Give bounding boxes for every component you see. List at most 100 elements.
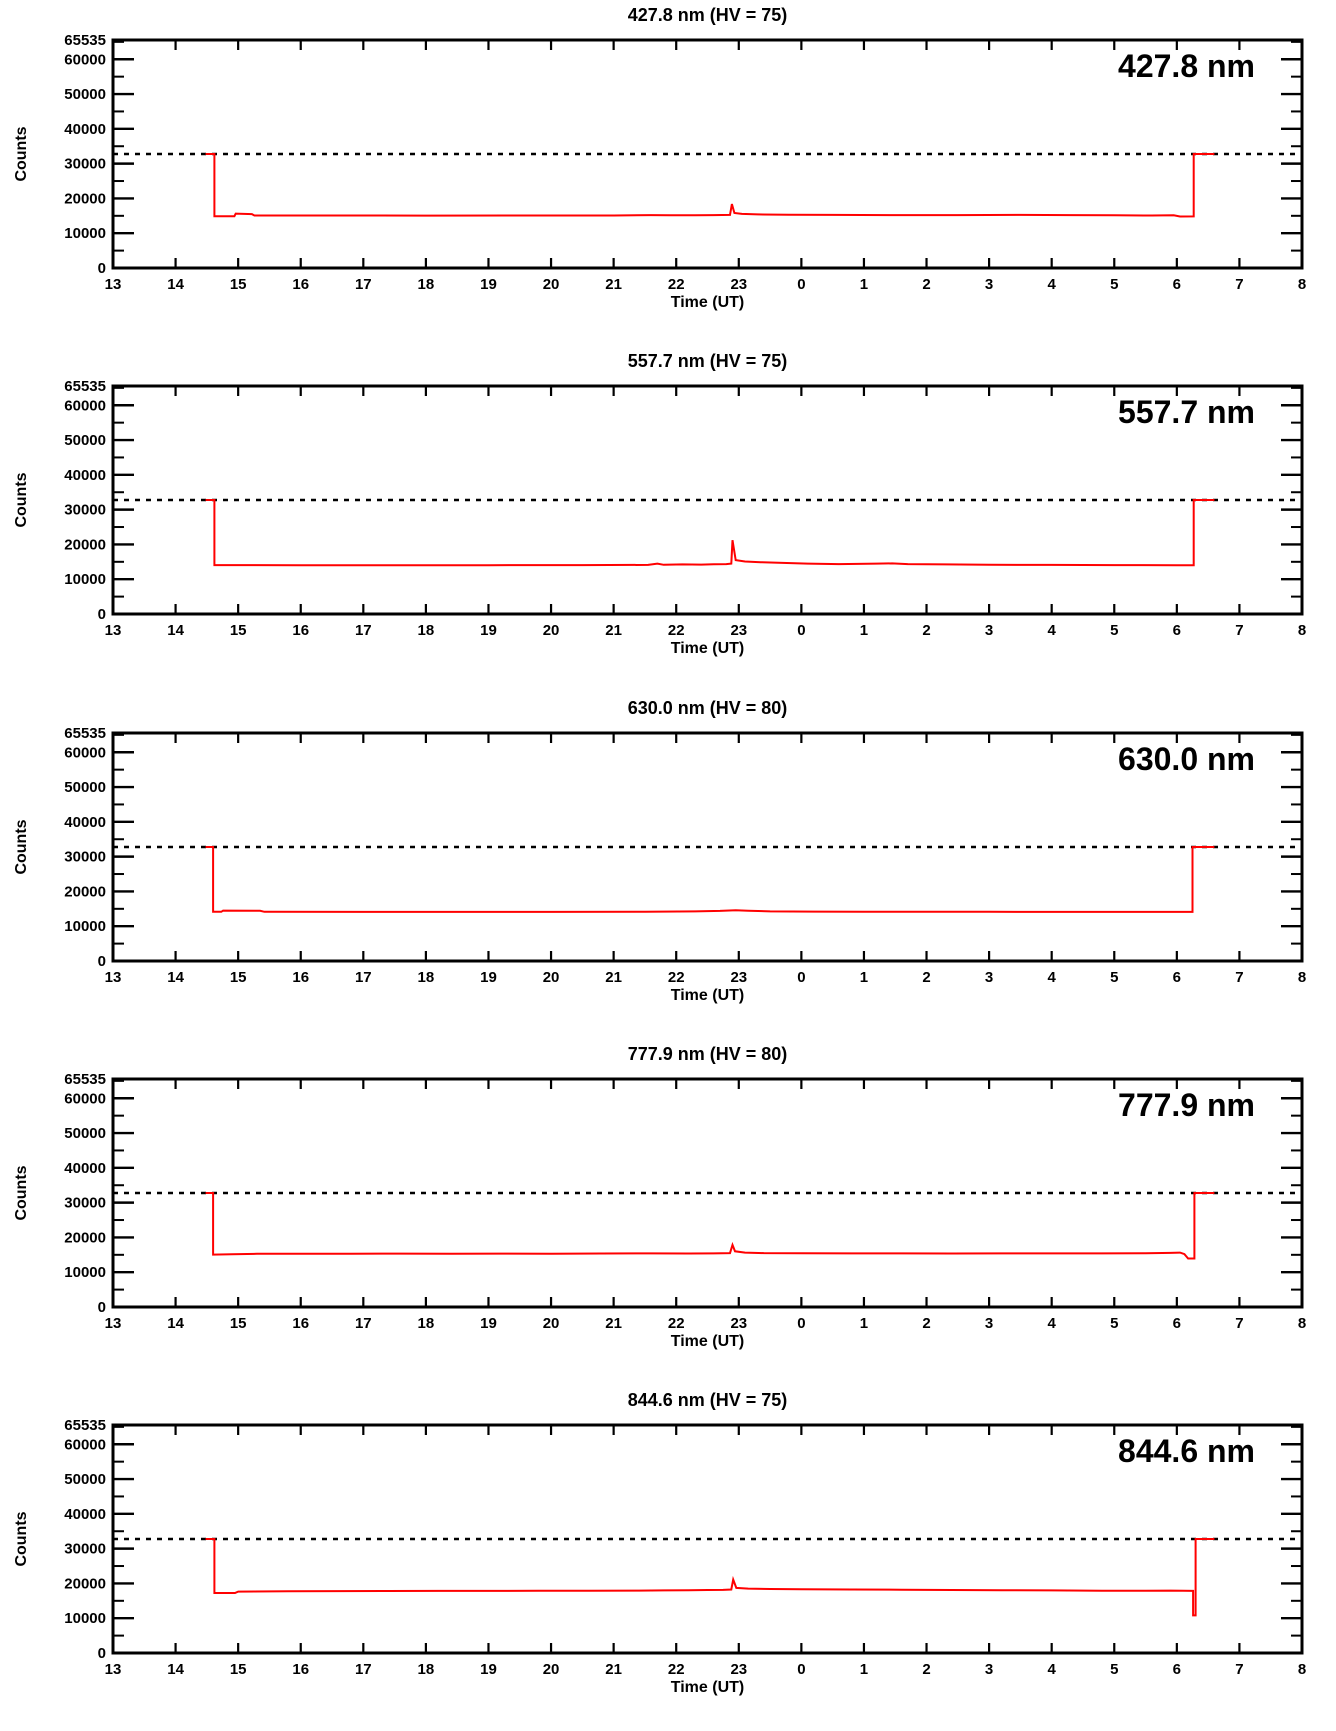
y-tick-label: 60000 bbox=[64, 1436, 106, 1453]
x-tick-label: 14 bbox=[167, 276, 184, 293]
x-tick-label: 23 bbox=[730, 1315, 747, 1332]
y-tick-label: 50000 bbox=[64, 86, 106, 103]
x-tick-label: 2 bbox=[922, 1315, 930, 1332]
x-tick-label: 5 bbox=[1110, 276, 1118, 293]
x-tick-label: 15 bbox=[230, 1315, 247, 1332]
y-tick-label: 65535 bbox=[64, 378, 106, 395]
x-tick-label: 15 bbox=[230, 622, 247, 639]
x-tick-label: 22 bbox=[668, 1661, 685, 1678]
x-tick-label: 16 bbox=[292, 622, 309, 639]
x-tick-label: 21 bbox=[605, 276, 622, 293]
wavelength-label: 630.0 nm bbox=[1118, 741, 1255, 777]
x-tick-label: 5 bbox=[1110, 622, 1118, 639]
y-tick-label: 65535 bbox=[64, 32, 106, 49]
x-tick-label: 3 bbox=[985, 1661, 993, 1678]
panel-title: 844.6 nm (HV = 75) bbox=[627, 1390, 788, 1410]
y-tick-label: 20000 bbox=[64, 1575, 106, 1592]
x-tick-label: 7 bbox=[1235, 1661, 1243, 1678]
x-tick-label: 4 bbox=[1048, 969, 1057, 986]
counts-trace bbox=[205, 846, 1215, 913]
x-tick-label: 7 bbox=[1235, 969, 1243, 986]
x-tick-label: 21 bbox=[605, 622, 622, 639]
x-tick-label: 19 bbox=[480, 1661, 497, 1678]
y-tick-label: 0 bbox=[98, 953, 106, 970]
y-axis-label-counts: Counts bbox=[13, 1511, 30, 1567]
y-tick-label: 20000 bbox=[64, 1229, 106, 1246]
panel-777-9-nm: 777.9 nm (HV = 80) 0 10000 20000 30000 40000… bbox=[0, 1039, 1336, 1385]
y-tick-label: 60000 bbox=[64, 397, 106, 414]
x-tick-label: 14 bbox=[167, 622, 184, 639]
x-tick-label: 21 bbox=[605, 969, 622, 986]
x-tick-label: 6 bbox=[1173, 1315, 1181, 1332]
x-tick-label: 19 bbox=[480, 622, 497, 639]
x-tick-label: 4 bbox=[1048, 276, 1057, 293]
x-tick-label: 3 bbox=[985, 969, 993, 986]
y-tick-label: 0 bbox=[98, 260, 106, 277]
x-tick-label: 18 bbox=[418, 1661, 435, 1678]
counts-trace bbox=[205, 1192, 1215, 1260]
x-tick-label: 5 bbox=[1110, 969, 1118, 986]
x-tick-label: 4 bbox=[1048, 1661, 1057, 1678]
y-tick-label: 10000 bbox=[64, 571, 106, 588]
panel-title: 777.9 nm (HV = 80) bbox=[627, 1044, 788, 1064]
x-tick-label: 21 bbox=[605, 1661, 622, 1678]
x-tick-label: 22 bbox=[668, 969, 685, 986]
counts-trace bbox=[205, 499, 1215, 567]
x-tick-label: 13 bbox=[105, 1315, 122, 1332]
x-tick-label: 23 bbox=[730, 276, 747, 293]
x-tick-label: 1 bbox=[860, 969, 868, 986]
y-tick-label: 50000 bbox=[64, 1125, 106, 1142]
y-tick-label: 0 bbox=[98, 606, 106, 623]
x-tick-label: 13 bbox=[105, 1661, 122, 1678]
x-tick-label: 16 bbox=[292, 276, 309, 293]
x-tick-label: 2 bbox=[922, 276, 930, 293]
x-tick-label: 13 bbox=[105, 622, 122, 639]
x-tick-label: 5 bbox=[1110, 1315, 1118, 1332]
x-axis-label-time-ut: Time (UT) bbox=[670, 1679, 745, 1696]
x-tick-label: 2 bbox=[922, 969, 930, 986]
x-tick-label: 16 bbox=[292, 969, 309, 986]
x-tick-label: 17 bbox=[355, 622, 372, 639]
x-tick-label: 6 bbox=[1173, 276, 1181, 293]
x-tick-label: 8 bbox=[1298, 1315, 1306, 1332]
x-tick-label: 23 bbox=[730, 622, 747, 639]
x-tick-label: 1 bbox=[860, 276, 868, 293]
x-tick-label: 20 bbox=[543, 622, 560, 639]
x-tick-label: 0 bbox=[797, 969, 805, 986]
x-tick-label: 15 bbox=[230, 1661, 247, 1678]
x-tick-label: 17 bbox=[355, 969, 372, 986]
y-axis-label-counts: Counts bbox=[13, 472, 30, 528]
x-tick-label: 17 bbox=[355, 1661, 372, 1678]
x-tick-label: 18 bbox=[418, 1315, 435, 1332]
counts-trace bbox=[205, 1538, 1215, 1617]
x-tick-label: 14 bbox=[167, 1315, 184, 1332]
x-tick-label: 19 bbox=[480, 969, 497, 986]
x-tick-label: 15 bbox=[230, 969, 247, 986]
x-tick-label: 15 bbox=[230, 276, 247, 293]
x-tick-label: 2 bbox=[922, 1661, 930, 1678]
x-tick-label: 16 bbox=[292, 1315, 309, 1332]
y-tick-label: 65535 bbox=[64, 725, 106, 742]
x-tick-label: 6 bbox=[1173, 622, 1181, 639]
panel-427-8-nm: 427.8 nm (HV = 75) 0 10000 20000 30000 40000… bbox=[0, 0, 1336, 346]
y-axis-label-counts: Counts bbox=[13, 126, 30, 182]
x-tick-label: 20 bbox=[543, 1315, 560, 1332]
panel-630-0-nm: 630.0 nm (HV = 80) 0 10000 20000 30000 40000… bbox=[0, 693, 1336, 1039]
y-tick-label: 20000 bbox=[64, 190, 106, 207]
x-tick-label: 2 bbox=[922, 622, 930, 639]
x-tick-label: 22 bbox=[668, 276, 685, 293]
x-tick-label: 3 bbox=[985, 276, 993, 293]
y-tick-label: 30000 bbox=[64, 502, 106, 519]
x-tick-label: 17 bbox=[355, 1315, 372, 1332]
x-tick-label: 19 bbox=[480, 1315, 497, 1332]
y-tick-label: 30000 bbox=[64, 849, 106, 866]
x-tick-label: 4 bbox=[1048, 622, 1057, 639]
x-tick-label: 7 bbox=[1235, 622, 1243, 639]
y-tick-label: 60000 bbox=[64, 51, 106, 68]
x-tick-label: 0 bbox=[797, 1315, 805, 1332]
x-tick-label: 14 bbox=[167, 1661, 184, 1678]
